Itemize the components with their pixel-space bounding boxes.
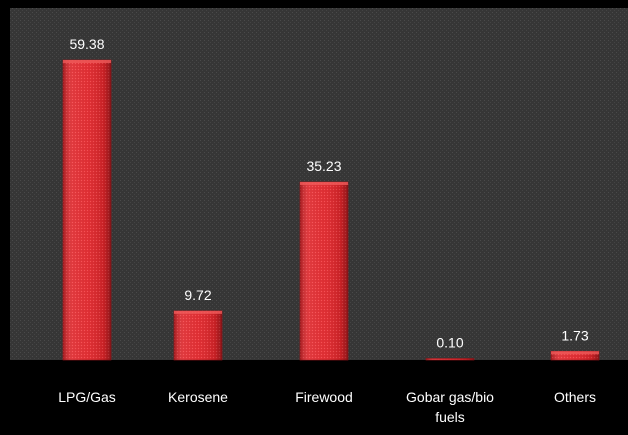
category-label: Kerosene	[168, 389, 228, 405]
bar-top-highlight	[174, 310, 222, 314]
data-label: 1.73	[561, 327, 588, 343]
bar-shading	[174, 310, 222, 360]
data-label: 59.38	[69, 36, 104, 52]
bar-shading	[63, 60, 111, 360]
bar-top-highlight	[551, 351, 599, 355]
data-label: 0.10	[436, 335, 463, 351]
bar-shading	[551, 351, 599, 360]
bars-layer	[62, 59, 600, 361]
category-label: Firewood	[295, 389, 353, 405]
category-label: Gobar gas/bio fuels	[406, 389, 494, 425]
bar-top-highlight	[300, 182, 348, 186]
category-label: LPG/Gas	[58, 389, 116, 405]
bar-top-highlight	[63, 60, 111, 63]
category-label: Others	[554, 389, 596, 405]
categories-layer: LPG/Gas Kerosene Firewood Gobar gas/bio fuel…	[58, 389, 596, 425]
bar-shading	[426, 358, 474, 360]
data-label: 9.72	[184, 287, 211, 303]
labels-layer: 59.38 9.72 35.23 0.10 1.73	[69, 36, 588, 351]
data-label: 35.23	[306, 158, 341, 174]
bar-shading	[300, 182, 348, 360]
